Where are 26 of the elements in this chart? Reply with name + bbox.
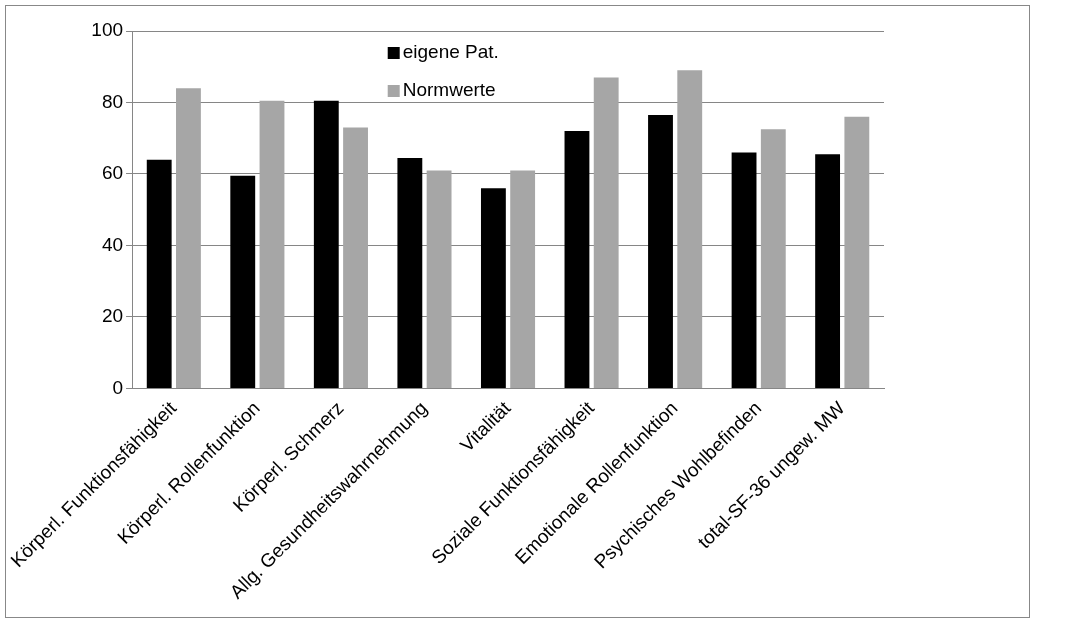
bar [844, 116, 870, 388]
legend-label: eigene Pat. [402, 41, 499, 63]
bar [677, 70, 703, 388]
legend-label: Normwerte [402, 79, 496, 101]
bar [815, 154, 841, 388]
bar [731, 152, 757, 388]
bar [259, 100, 285, 388]
bar [648, 115, 673, 388]
y-tick-label: 80 [101, 90, 124, 112]
bar [397, 157, 423, 388]
bar [426, 170, 452, 388]
bar [146, 159, 172, 388]
bar [760, 129, 786, 388]
bar [510, 170, 536, 388]
y-tick-label: 20 [101, 305, 124, 327]
y-tick-label: 40 [101, 233, 124, 255]
bar [176, 88, 201, 388]
bar [593, 77, 619, 388]
bar [230, 175, 256, 388]
y-tick-label: 60 [101, 162, 124, 184]
bar [343, 127, 368, 388]
bar [564, 131, 590, 388]
bar [313, 100, 339, 388]
y-tick-label: 100 [91, 19, 124, 41]
bar [480, 188, 506, 388]
y-tick-label: 0 [112, 376, 124, 398]
